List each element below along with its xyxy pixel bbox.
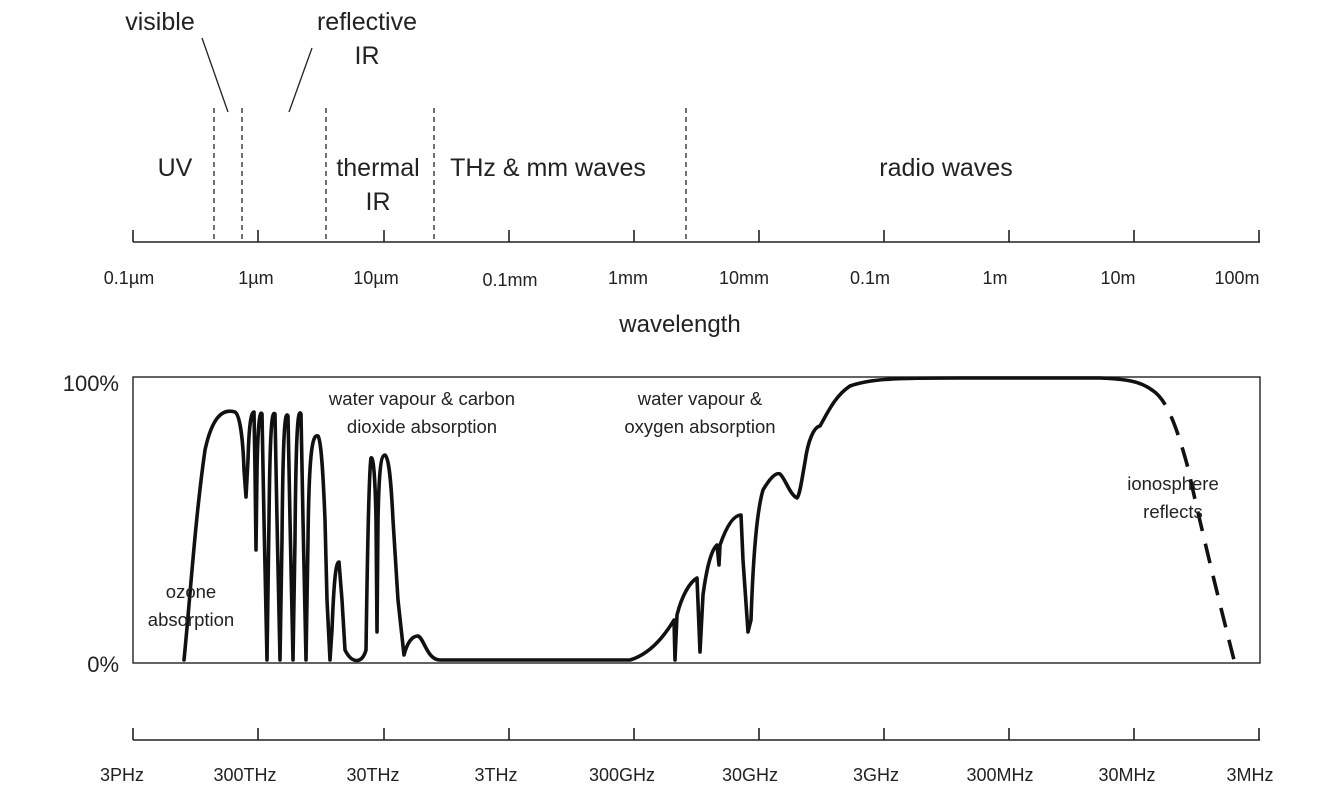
frequency-tick-label: 30GHz	[722, 765, 778, 785]
ionosphere-label-line1: ionosphere	[1127, 473, 1219, 494]
wavelength-tick-label: 10mm	[719, 268, 769, 288]
frequency-axis-ticks	[132, 728, 1260, 740]
wavelength-tick-label: 1m	[982, 268, 1007, 288]
thz-mm-waves-label: THz & mm waves	[450, 154, 646, 182]
wavelength-tick-label: 0.1mm	[482, 270, 537, 290]
wavelength-tick-labels: 0.1µm 1µm 10µm 0.1mm 1mm 10mm 0.1m 1m 10…	[104, 268, 1260, 290]
y-label-100: 100%	[63, 371, 119, 396]
reflective-ir-label-line2: IR	[355, 42, 380, 70]
frequency-tick-label: 3THz	[474, 765, 517, 785]
visible-label: visible	[125, 8, 194, 36]
thermal-ir-label-line2: IR	[366, 188, 391, 216]
wavelength-tick-label: 10m	[1100, 268, 1135, 288]
wavelength-tick-label: 1µm	[238, 268, 273, 288]
reflective-ir-label-line1: reflective	[317, 8, 417, 36]
frequency-tick-labels: 3PHz 300THz 30THz 3THz 300GHz 30GHz 3GHz…	[100, 765, 1274, 785]
chart-frame	[132, 376, 1261, 664]
frequency-tick-label: 3PHz	[100, 765, 144, 785]
visible-pointer	[201, 37, 229, 113]
frequency-tick-label: 30MHz	[1098, 765, 1155, 785]
wv-o2-absorption-label-line2: oxygen absorption	[624, 416, 775, 437]
frequency-tick-label: 30THz	[346, 765, 399, 785]
uv-label: UV	[158, 154, 193, 182]
frequency-tick-label: 300THz	[213, 765, 276, 785]
frequency-tick-label: 3MHz	[1226, 765, 1273, 785]
wavelength-tick-label: 0.1µm	[104, 268, 154, 288]
frequency-tick-label: 3GHz	[853, 765, 899, 785]
frequency-tick-label: 300GHz	[589, 765, 655, 785]
ionosphere-reflection-curve	[1150, 388, 1236, 661]
y-label-0: 0%	[87, 652, 119, 677]
wavelength-axis-ticks	[132, 230, 1260, 242]
transmission-curve	[182, 376, 1154, 663]
wavelength-tick-label: 0.1m	[850, 268, 890, 288]
ozone-absorption-label-line2: absorption	[148, 609, 234, 630]
reflective-ir-pointer	[288, 47, 313, 113]
wavelength-axis-title: wavelength	[618, 311, 740, 338]
ionosphere-label-line2: reflects	[1143, 501, 1203, 522]
thermal-ir-label-line1: thermal	[336, 154, 419, 182]
wavelength-tick-label: 1mm	[608, 268, 648, 288]
wv-o2-absorption-label-line1: water vapour &	[637, 388, 763, 409]
wavelength-tick-label: 100m	[1214, 268, 1259, 288]
frequency-tick-label: 300MHz	[966, 765, 1033, 785]
wavelength-tick-label: 10µm	[353, 268, 398, 288]
ozone-absorption-label-line1: ozone	[166, 581, 216, 602]
wv-co2-absorption-label-line2: dioxide absorption	[347, 416, 497, 437]
wv-co2-absorption-label-line1: water vapour & carbon	[328, 388, 515, 409]
radio-waves-label: radio waves	[879, 154, 1012, 182]
